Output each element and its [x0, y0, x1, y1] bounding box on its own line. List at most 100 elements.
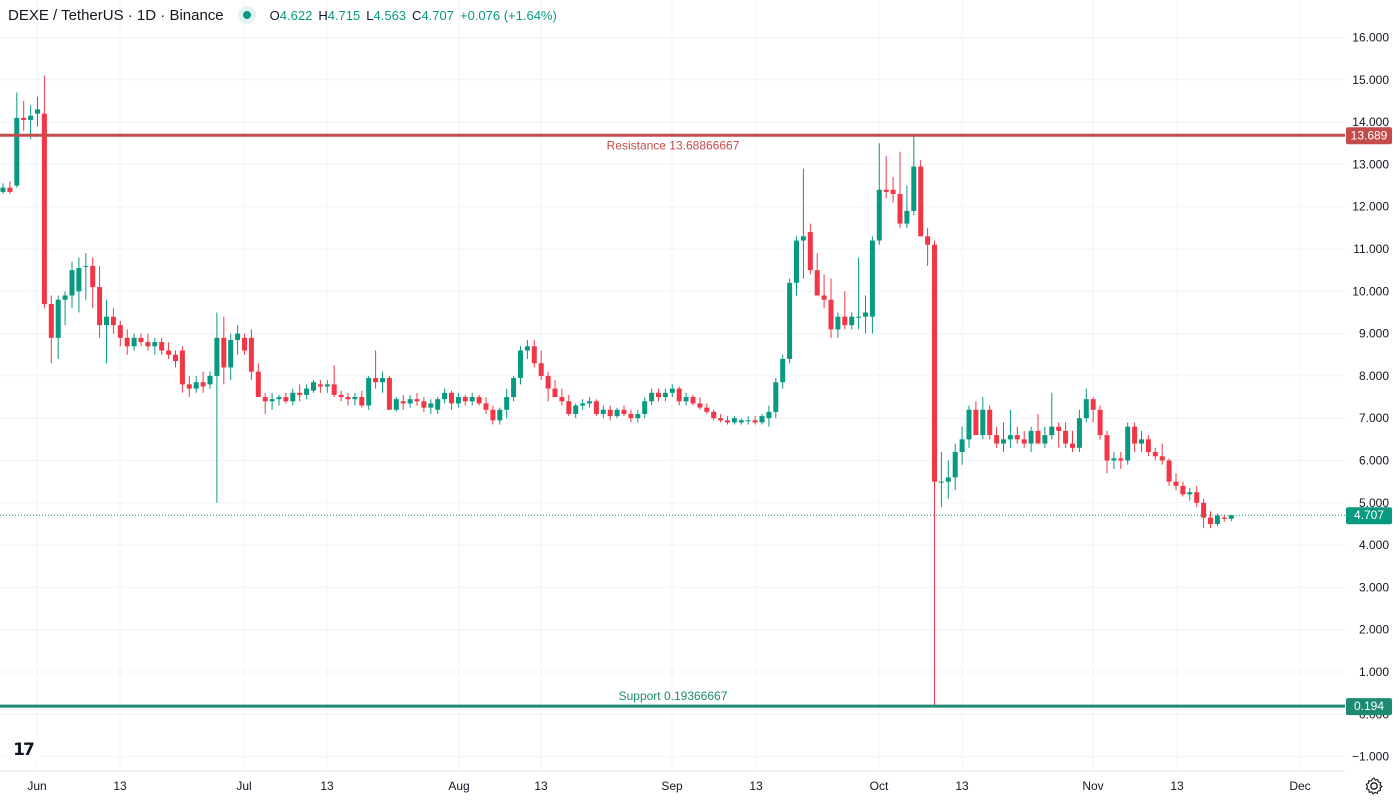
x-tick-label: 13	[320, 779, 334, 793]
close-label: C	[412, 7, 422, 23]
candle	[842, 291, 848, 330]
candle	[835, 312, 841, 338]
candle-body	[1014, 435, 1020, 440]
candle-body	[504, 397, 510, 410]
candle-body	[490, 409, 496, 421]
candle	[166, 342, 172, 359]
support-badge-label: 0.194	[1354, 699, 1384, 713]
candle	[800, 168, 806, 279]
candle-body	[621, 409, 627, 414]
candle	[138, 333, 144, 347]
candle	[0, 183, 6, 195]
tradingview-logo-icon[interactable]: 17	[6, 736, 40, 764]
candle	[538, 350, 544, 381]
candle	[1118, 452, 1124, 469]
candle	[207, 371, 213, 389]
candle-body	[214, 337, 220, 376]
candle-body	[345, 397, 351, 400]
candle-body	[283, 397, 289, 402]
candle	[28, 105, 34, 140]
candle-body	[1090, 399, 1096, 410]
candle	[863, 295, 868, 334]
candle	[1007, 409, 1013, 448]
candle-body	[1208, 517, 1213, 524]
candle-body	[497, 409, 503, 421]
candle-body	[938, 481, 944, 483]
candle	[359, 390, 365, 408]
candle-body	[656, 392, 661, 398]
candle-body	[1118, 458, 1124, 461]
candle-body	[807, 232, 813, 271]
candle	[248, 329, 254, 381]
x-tick-label: 13	[534, 779, 548, 793]
candle	[400, 394, 406, 410]
candle	[1042, 426, 1048, 448]
candle-body	[945, 477, 951, 482]
candle	[414, 392, 420, 406]
y-tick-label: 16.000	[1352, 31, 1389, 45]
candle	[849, 312, 855, 330]
y-tick-label: 15.000	[1352, 73, 1389, 87]
candle	[331, 365, 337, 398]
candle	[683, 392, 689, 406]
symbol-title[interactable]: DEXE / TetherUS · 1D · Binance	[8, 6, 224, 24]
candle-body	[483, 403, 489, 410]
candle-body	[704, 407, 710, 412]
candle-body	[1021, 439, 1027, 444]
candle-body	[787, 282, 793, 359]
candle-body	[1097, 409, 1103, 436]
x-tick-label: Sep	[661, 779, 683, 793]
candle-body	[407, 399, 413, 404]
candle	[1097, 405, 1103, 440]
candle-body	[7, 187, 13, 192]
candle	[90, 257, 96, 309]
candle	[110, 308, 116, 334]
candle	[566, 394, 572, 417]
candle	[545, 371, 551, 402]
candle	[117, 320, 123, 347]
candle	[697, 397, 703, 410]
candle-body	[642, 401, 648, 414]
candle	[628, 409, 634, 423]
candle-body	[366, 378, 372, 406]
candle	[276, 394, 282, 406]
candle-body	[414, 399, 420, 402]
candle	[283, 392, 289, 404]
candle	[1173, 473, 1179, 491]
gear-icon[interactable]	[1364, 776, 1384, 796]
candle-body	[731, 418, 737, 423]
candle	[614, 407, 620, 419]
candle-body	[973, 409, 979, 436]
candle	[214, 312, 220, 503]
candle-body	[380, 378, 385, 383]
candle-body	[1125, 426, 1131, 461]
candle	[593, 399, 599, 417]
candle-body	[531, 346, 537, 364]
candle-body	[842, 316, 848, 326]
candle-body	[462, 397, 468, 402]
y-tick-label: 2.000	[1359, 623, 1389, 637]
candle	[1208, 511, 1213, 529]
y-tick-label: −1.000	[1352, 750, 1389, 764]
candle-body	[545, 375, 551, 389]
candle-body	[752, 420, 758, 423]
candle-body	[248, 337, 254, 372]
market-status-icon	[237, 6, 256, 24]
y-tick-label: 1.000	[1359, 665, 1389, 679]
candle	[973, 401, 979, 436]
candle	[76, 257, 82, 313]
candle	[752, 416, 758, 425]
candle-body	[90, 265, 96, 288]
candle	[1159, 443, 1165, 465]
candle	[200, 371, 206, 393]
y-tick-label: 3.000	[1359, 580, 1389, 594]
candle	[1214, 513, 1220, 527]
candle-body	[897, 194, 903, 224]
y-tick-label: 10.000	[1352, 284, 1389, 298]
candle	[228, 333, 234, 381]
candle	[518, 346, 523, 385]
candle	[911, 134, 917, 216]
candle-body	[435, 399, 441, 410]
